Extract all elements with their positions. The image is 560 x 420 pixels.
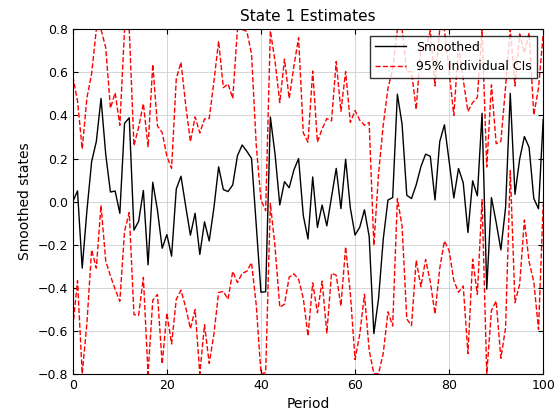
Title: State 1 Estimates: State 1 Estimates <box>240 9 376 24</box>
Legend: Smoothed, 95% Individual CIs: Smoothed, 95% Individual CIs <box>370 36 537 78</box>
Y-axis label: Smoothed states: Smoothed states <box>18 143 32 260</box>
X-axis label: Period: Period <box>286 397 330 411</box>
